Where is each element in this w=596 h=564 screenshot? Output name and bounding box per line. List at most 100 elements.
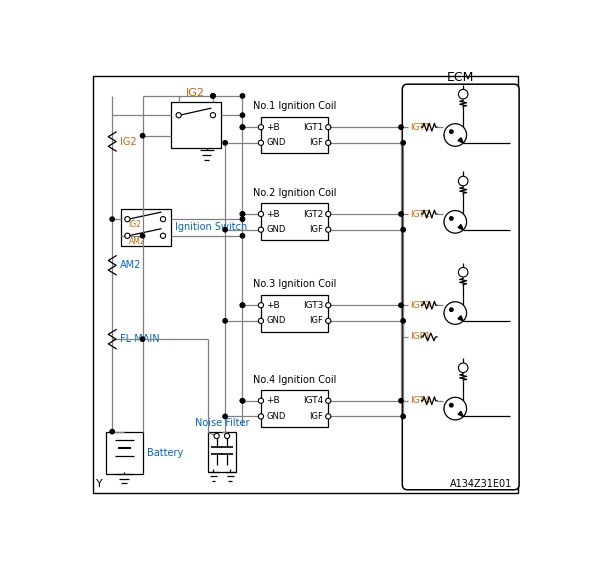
Circle shape xyxy=(399,125,403,129)
Text: Ignition Switch: Ignition Switch xyxy=(175,222,247,232)
Text: IGT3: IGT3 xyxy=(303,301,323,310)
Circle shape xyxy=(125,217,130,222)
Circle shape xyxy=(258,140,263,146)
Text: GND: GND xyxy=(266,225,285,234)
Bar xyxy=(171,103,221,148)
Text: +B: +B xyxy=(266,396,280,406)
Circle shape xyxy=(449,217,453,220)
Circle shape xyxy=(399,399,403,403)
Text: IGF: IGF xyxy=(309,225,323,234)
Circle shape xyxy=(223,414,227,418)
Circle shape xyxy=(240,303,244,307)
Circle shape xyxy=(258,303,263,308)
Circle shape xyxy=(458,176,468,186)
Circle shape xyxy=(458,89,468,99)
Bar xyxy=(121,209,171,246)
Circle shape xyxy=(225,433,229,439)
Circle shape xyxy=(258,227,263,232)
Circle shape xyxy=(399,212,403,216)
Text: IG2: IG2 xyxy=(120,136,136,147)
Circle shape xyxy=(160,233,166,239)
Circle shape xyxy=(240,399,244,403)
Circle shape xyxy=(110,217,114,221)
Text: +B: +B xyxy=(266,123,280,131)
Circle shape xyxy=(223,140,227,145)
Text: IGT4: IGT4 xyxy=(409,396,430,406)
Circle shape xyxy=(258,212,263,217)
Circle shape xyxy=(444,210,467,233)
Circle shape xyxy=(141,337,145,341)
Circle shape xyxy=(325,140,331,146)
Text: IGT1: IGT1 xyxy=(303,123,323,131)
Circle shape xyxy=(211,94,215,98)
Text: IGF: IGF xyxy=(309,138,323,147)
Bar xyxy=(261,117,328,153)
Bar xyxy=(208,433,236,472)
Circle shape xyxy=(160,217,166,222)
Circle shape xyxy=(240,399,244,403)
Circle shape xyxy=(240,233,244,238)
Circle shape xyxy=(444,397,467,420)
Circle shape xyxy=(449,130,453,133)
Circle shape xyxy=(325,398,331,403)
Circle shape xyxy=(223,227,227,232)
Circle shape xyxy=(240,212,244,216)
Text: IGF1: IGF1 xyxy=(409,332,430,341)
Circle shape xyxy=(141,233,145,238)
Bar xyxy=(105,433,142,474)
Text: Y: Y xyxy=(96,479,103,489)
Circle shape xyxy=(444,302,467,324)
Circle shape xyxy=(325,414,331,419)
Circle shape xyxy=(399,303,403,307)
Polygon shape xyxy=(458,224,463,230)
Bar xyxy=(261,390,328,427)
Text: Noise Filter: Noise Filter xyxy=(195,418,249,428)
Text: No.1 Ignition Coil: No.1 Ignition Coil xyxy=(253,102,336,111)
Circle shape xyxy=(458,267,468,277)
Text: IGT1: IGT1 xyxy=(409,123,430,131)
Circle shape xyxy=(258,125,263,130)
Circle shape xyxy=(458,363,468,373)
Circle shape xyxy=(240,113,244,117)
Text: IG2: IG2 xyxy=(187,88,205,98)
Circle shape xyxy=(258,414,263,419)
Circle shape xyxy=(141,134,145,138)
Text: +B: +B xyxy=(266,301,280,310)
Circle shape xyxy=(240,125,244,129)
Circle shape xyxy=(240,217,244,221)
Text: GND: GND xyxy=(266,412,285,421)
Text: ECM: ECM xyxy=(447,71,474,84)
Text: IG2: IG2 xyxy=(129,221,142,230)
Text: +B: +B xyxy=(266,210,280,218)
Circle shape xyxy=(325,212,331,217)
Text: No.4 Ignition Coil: No.4 Ignition Coil xyxy=(253,375,336,385)
Circle shape xyxy=(240,303,244,307)
Text: IGT2: IGT2 xyxy=(409,210,430,218)
Text: IGT4: IGT4 xyxy=(303,396,323,406)
Circle shape xyxy=(325,303,331,308)
Circle shape xyxy=(223,319,227,323)
Circle shape xyxy=(444,124,467,146)
Text: GND: GND xyxy=(266,138,285,147)
Circle shape xyxy=(325,125,331,130)
Circle shape xyxy=(449,308,453,311)
Circle shape xyxy=(214,433,219,439)
Polygon shape xyxy=(458,316,463,321)
Polygon shape xyxy=(458,411,463,416)
Text: No.3 Ignition Coil: No.3 Ignition Coil xyxy=(253,279,336,289)
Circle shape xyxy=(110,429,114,434)
Circle shape xyxy=(210,113,216,118)
Circle shape xyxy=(401,227,405,232)
Circle shape xyxy=(325,318,331,324)
Text: GND: GND xyxy=(266,316,285,325)
Circle shape xyxy=(240,212,244,216)
Text: No.2 Ignition Coil: No.2 Ignition Coil xyxy=(253,188,336,198)
Text: FL MAIN: FL MAIN xyxy=(120,334,160,344)
Bar xyxy=(261,204,328,240)
Circle shape xyxy=(240,94,244,98)
Circle shape xyxy=(401,414,405,418)
Text: AM2: AM2 xyxy=(129,237,145,246)
Circle shape xyxy=(401,140,405,145)
Circle shape xyxy=(176,113,181,118)
Circle shape xyxy=(125,233,130,239)
